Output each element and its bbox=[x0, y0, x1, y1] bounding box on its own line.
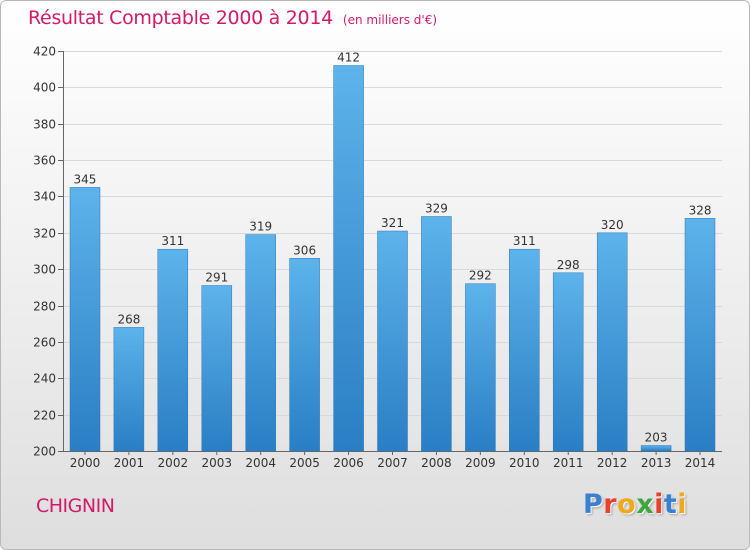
chart-subtitle: (en milliers d'€) bbox=[342, 13, 438, 27]
value-label: 291 bbox=[205, 271, 228, 285]
x-tick-label: 2010 bbox=[509, 456, 540, 470]
x-tick-label: 2009 bbox=[465, 456, 496, 470]
x-tick-label: 2012 bbox=[597, 456, 628, 470]
value-label: 320 bbox=[601, 218, 624, 232]
y-tick-label: 200 bbox=[33, 445, 56, 459]
y-tick-label: 400 bbox=[33, 81, 56, 95]
place-name: CHIGNIN bbox=[36, 495, 115, 517]
x-tick-label: 2011 bbox=[553, 456, 584, 470]
x-tick-label: 2000 bbox=[70, 456, 101, 470]
x-tick-label: 2013 bbox=[641, 456, 672, 470]
chart-title: Résultat Comptable 2000 à 2014 (en millie… bbox=[28, 7, 437, 29]
x-tick-label: 2008 bbox=[421, 456, 452, 470]
x-tick-label: 2006 bbox=[333, 456, 364, 470]
y-tick-label: 320 bbox=[33, 227, 56, 241]
bar-2009 bbox=[465, 283, 496, 452]
x-tick-label: 2003 bbox=[201, 456, 232, 470]
bar-2003 bbox=[201, 285, 233, 452]
value-label: 268 bbox=[117, 312, 140, 326]
bar-2008 bbox=[421, 216, 452, 452]
bar-2000 bbox=[69, 187, 101, 452]
x-tick-label: 2001 bbox=[114, 456, 145, 470]
logo-letter: i bbox=[654, 489, 664, 520]
x-tick-label: 2005 bbox=[289, 456, 320, 470]
value-label: 292 bbox=[469, 269, 492, 283]
value-label: 321 bbox=[381, 216, 404, 230]
bar-2004 bbox=[245, 234, 276, 452]
value-label: 412 bbox=[337, 51, 360, 65]
value-label: 298 bbox=[557, 258, 580, 272]
bar-2002 bbox=[157, 248, 189, 452]
label-layer: 345 268 311 291 319 306 412 321 329 292 311 298 320 2… bbox=[74, 51, 712, 445]
value-label: 329 bbox=[425, 202, 448, 216]
y-tick-label: 240 bbox=[33, 372, 56, 386]
bar-2005 bbox=[289, 258, 320, 452]
bar-2013 bbox=[640, 445, 672, 452]
bar-2006 bbox=[333, 65, 364, 452]
x-tick-label: 2014 bbox=[685, 456, 716, 470]
axis-layer: 200 220 240 260 280 300 320 340 360 380 400 420 2000… bbox=[33, 45, 722, 470]
logo-letter: t bbox=[663, 489, 678, 520]
bar-layer bbox=[69, 65, 716, 452]
value-label: 345 bbox=[74, 172, 97, 186]
bar-2001 bbox=[113, 327, 145, 452]
value-label: 203 bbox=[645, 431, 668, 445]
chart-title-text: Résultat Comptable 2000 à 2014 bbox=[28, 7, 333, 29]
bar-2012 bbox=[596, 232, 628, 452]
value-label: 311 bbox=[161, 234, 184, 248]
logo-letter: o bbox=[617, 489, 637, 520]
x-tick-label: 2004 bbox=[245, 456, 276, 470]
bar-2010 bbox=[509, 248, 540, 452]
value-label: 311 bbox=[513, 234, 536, 248]
logo-letter: r bbox=[603, 489, 618, 520]
logo-letter: i bbox=[677, 489, 688, 520]
proxiti-logo: Proxiti bbox=[583, 489, 687, 520]
value-label: 319 bbox=[249, 220, 272, 234]
y-tick-label: 220 bbox=[33, 409, 56, 423]
bar-2014 bbox=[684, 218, 716, 452]
y-tick-label: 260 bbox=[33, 336, 56, 350]
value-label: 328 bbox=[689, 203, 712, 217]
y-tick-label: 360 bbox=[33, 154, 56, 168]
bar-2011 bbox=[552, 272, 584, 452]
logo-letter: P bbox=[583, 489, 604, 520]
value-label: 306 bbox=[293, 243, 316, 257]
y-tick-label: 420 bbox=[33, 45, 56, 59]
y-tick-label: 280 bbox=[33, 300, 56, 314]
bar-2007 bbox=[377, 230, 408, 452]
x-tick-label: 2007 bbox=[377, 456, 408, 470]
logo-letter: x bbox=[636, 489, 655, 520]
y-tick-label: 380 bbox=[33, 118, 56, 132]
y-tick-label: 300 bbox=[33, 263, 56, 277]
y-tick-label: 340 bbox=[33, 190, 56, 204]
x-tick-label: 2002 bbox=[158, 456, 189, 470]
